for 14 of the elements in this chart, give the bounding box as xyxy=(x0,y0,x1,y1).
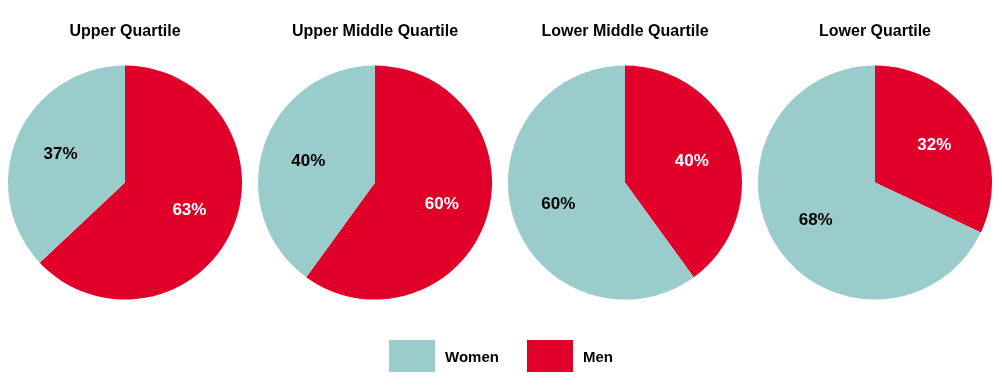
data-label: 60% xyxy=(541,193,576,213)
chart-title: Lower Quartile xyxy=(818,22,932,40)
chart-title: Upper Quartile xyxy=(69,22,181,40)
data-label: 37% xyxy=(43,144,78,164)
data-label: 40% xyxy=(674,150,709,170)
data-label: 60% xyxy=(424,193,459,213)
data-label: 63% xyxy=(172,200,207,220)
data-label: 40% xyxy=(291,150,326,170)
chart-title: Lower Middle Quartile xyxy=(541,22,709,40)
legend-label: Men xyxy=(582,347,613,365)
data-label: 32% xyxy=(917,134,952,154)
data-label: 68% xyxy=(798,209,833,229)
legend-label: Women xyxy=(445,347,499,365)
chart-title: Upper Middle Quartile xyxy=(291,22,459,40)
